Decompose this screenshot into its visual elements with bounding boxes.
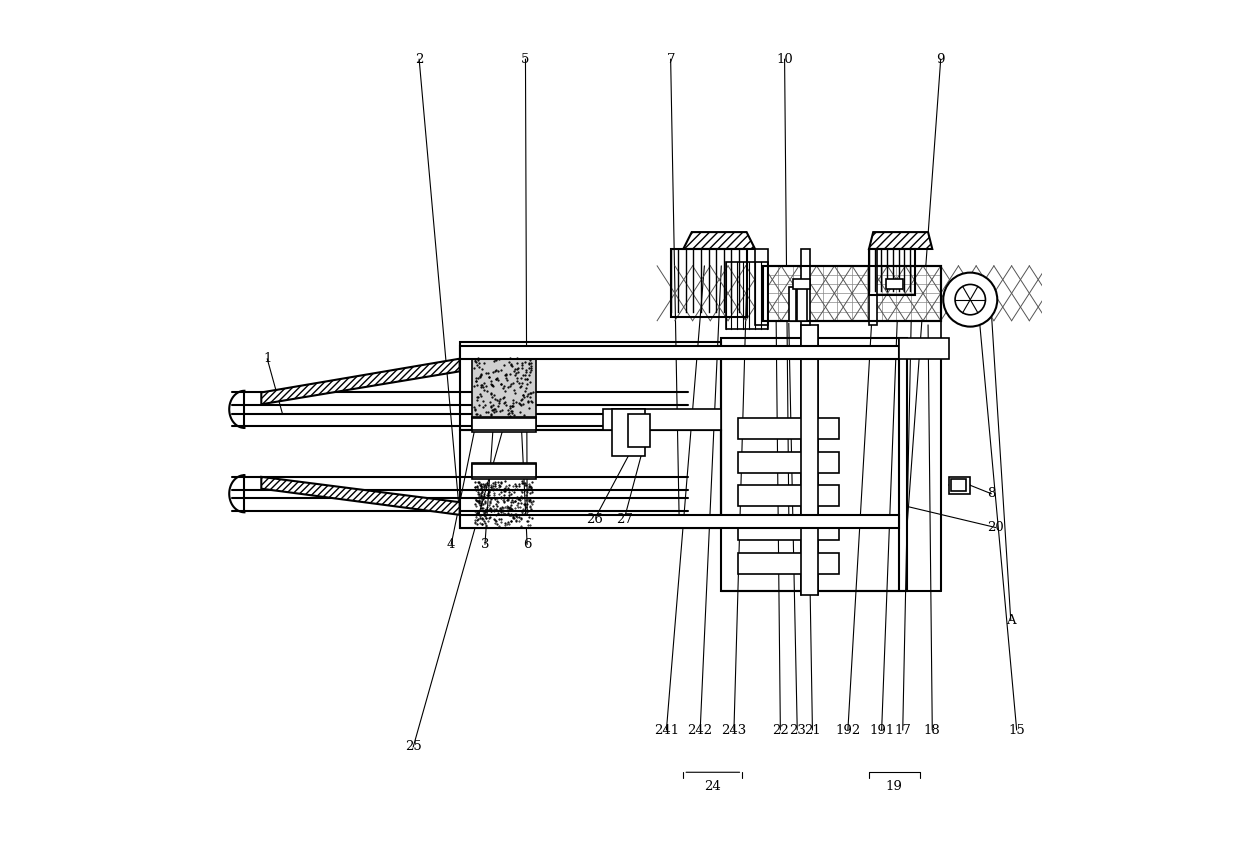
Bar [725, 262, 768, 329]
Bar [738, 418, 839, 439]
Bar [885, 279, 903, 289]
Bar [801, 325, 818, 595]
Bar [472, 354, 536, 418]
Bar [789, 287, 796, 321]
Circle shape [955, 284, 986, 315]
Bar [949, 477, 970, 494]
Text: 243: 243 [722, 723, 746, 737]
Text: 21: 21 [804, 723, 821, 737]
Text: 3: 3 [481, 538, 490, 551]
Text: 19: 19 [885, 780, 903, 793]
Bar [460, 346, 899, 359]
Circle shape [944, 273, 997, 327]
Bar [472, 464, 536, 477]
Text: 26: 26 [587, 512, 603, 526]
Text: 2: 2 [415, 52, 423, 66]
Text: 18: 18 [924, 723, 941, 737]
Polygon shape [262, 477, 460, 515]
Text: 27: 27 [616, 512, 632, 526]
Text: A: A [1006, 614, 1016, 627]
Bar [801, 249, 810, 325]
Bar [611, 409, 645, 456]
Text: 10: 10 [776, 52, 792, 66]
Text: 9: 9 [936, 52, 945, 66]
Bar [472, 418, 536, 430]
Bar [671, 249, 746, 316]
Bar [603, 409, 722, 430]
Bar [738, 519, 839, 540]
Bar [738, 452, 839, 473]
Bar [899, 338, 949, 359]
Bar [460, 515, 899, 528]
Text: 241: 241 [653, 723, 680, 737]
Text: 22: 22 [773, 723, 789, 737]
Text: 23: 23 [789, 723, 806, 737]
Text: 25: 25 [404, 740, 422, 754]
Bar [764, 266, 941, 321]
Bar [764, 266, 941, 321]
Text: 1: 1 [263, 352, 272, 365]
Text: 6: 6 [523, 538, 532, 551]
Text: 192: 192 [836, 723, 861, 737]
Text: 17: 17 [894, 723, 911, 737]
Polygon shape [869, 232, 932, 249]
Bar [460, 342, 722, 430]
Bar [794, 279, 810, 289]
Bar [869, 249, 915, 295]
Text: 15: 15 [1008, 723, 1025, 737]
Text: 8: 8 [987, 487, 996, 500]
Text: 242: 242 [688, 723, 713, 737]
Bar [951, 479, 966, 491]
Bar [460, 430, 722, 528]
Bar [629, 414, 650, 447]
Text: 20: 20 [987, 521, 1004, 534]
Bar [722, 338, 906, 591]
Text: 5: 5 [521, 52, 529, 66]
Bar [755, 249, 768, 325]
Bar [472, 417, 536, 432]
Bar [797, 287, 807, 321]
Text: 24: 24 [704, 780, 722, 793]
Bar [869, 249, 878, 325]
Text: 7: 7 [666, 52, 675, 66]
Bar [472, 463, 536, 479]
Polygon shape [262, 359, 460, 404]
Text: 191: 191 [869, 723, 894, 737]
Text: 4: 4 [446, 538, 455, 551]
Bar [738, 485, 839, 506]
Polygon shape [683, 232, 755, 249]
Bar [738, 553, 839, 574]
